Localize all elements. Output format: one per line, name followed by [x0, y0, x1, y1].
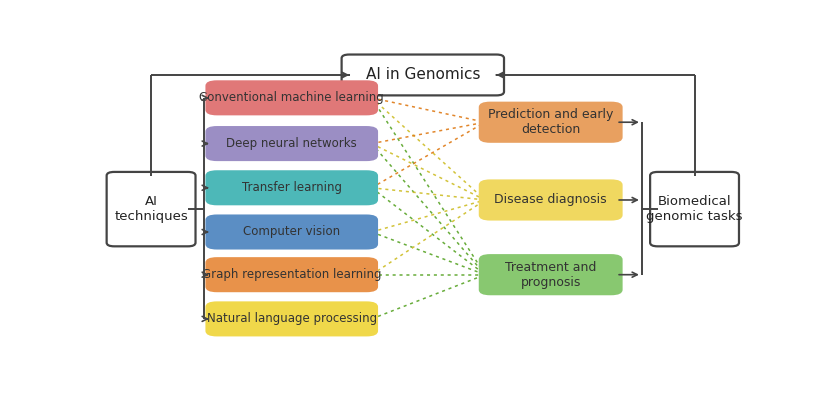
Text: AI
techniques: AI techniques — [114, 195, 188, 223]
Text: AI in Genomics: AI in Genomics — [365, 67, 480, 82]
FancyBboxPatch shape — [106, 172, 196, 246]
Text: Treatment and
prognosis: Treatment and prognosis — [505, 261, 596, 289]
FancyBboxPatch shape — [205, 170, 378, 205]
FancyBboxPatch shape — [478, 102, 623, 143]
Text: Computer vision: Computer vision — [243, 225, 340, 238]
Text: Natural language processing: Natural language processing — [207, 312, 377, 326]
FancyBboxPatch shape — [650, 172, 739, 246]
FancyBboxPatch shape — [342, 55, 504, 95]
FancyBboxPatch shape — [205, 215, 378, 249]
FancyBboxPatch shape — [478, 179, 623, 221]
FancyBboxPatch shape — [205, 257, 378, 292]
Text: Deep neural networks: Deep neural networks — [226, 137, 357, 150]
FancyBboxPatch shape — [205, 80, 378, 115]
Text: Transfer learning: Transfer learning — [242, 181, 342, 194]
Text: Graph representation learning: Graph representation learning — [202, 268, 381, 281]
Text: Conventional machine learning: Conventional machine learning — [200, 91, 384, 104]
Text: Disease diagnosis: Disease diagnosis — [494, 194, 607, 206]
FancyBboxPatch shape — [205, 126, 378, 161]
FancyBboxPatch shape — [205, 301, 378, 337]
Text: Prediction and early
detection: Prediction and early detection — [488, 108, 613, 136]
Text: Biomedical
genomic tasks: Biomedical genomic tasks — [646, 195, 742, 223]
FancyBboxPatch shape — [478, 254, 623, 295]
